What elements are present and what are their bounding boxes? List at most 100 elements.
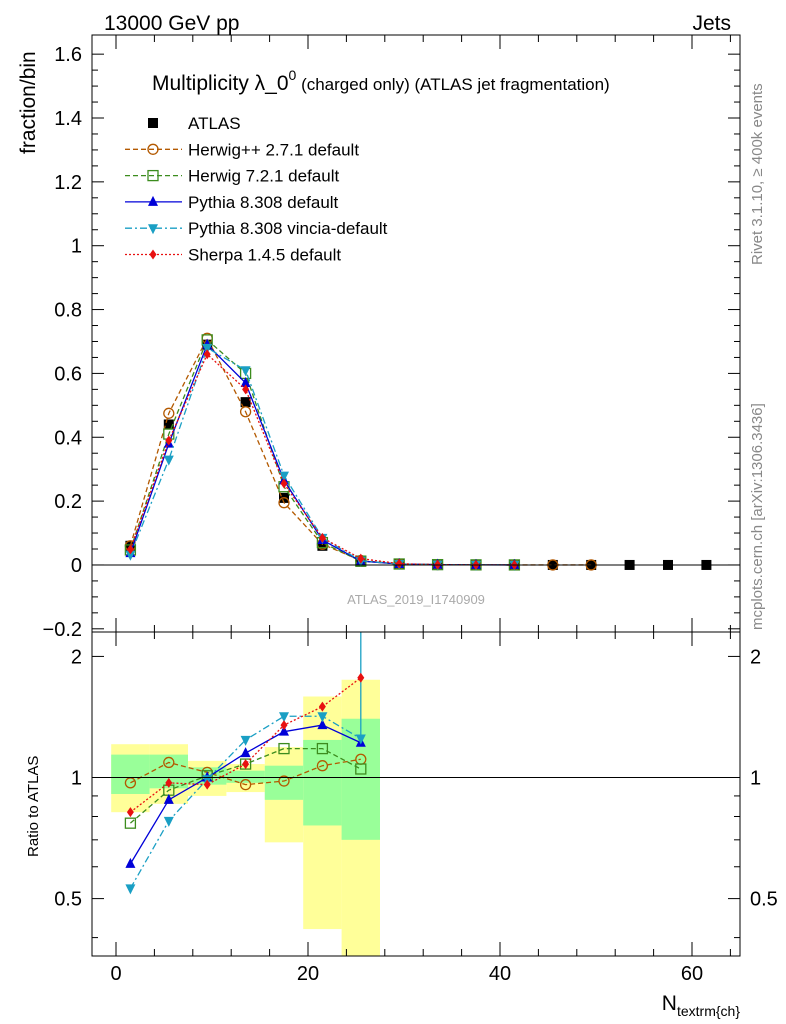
legend-marker-2 — [147, 169, 159, 182]
ratio-y-tick-label: 1 — [71, 768, 82, 790]
mcplots-label: mcplots.cern.ch [arXiv:1306.3436] — [749, 403, 766, 630]
main-y-tick-label: 1 — [71, 236, 82, 258]
main-series-3-point-3 — [240, 376, 251, 387]
ratio-series-2-point-4 — [279, 725, 289, 736]
main-series-0-point-1 — [163, 419, 174, 430]
legend: ATLAS Herwig++ 2.7.1 default Herwig 7.2.1 … — [125, 114, 388, 265]
main-y-tick-label: 1.4 — [54, 108, 82, 130]
main-series-5-point-7 — [395, 558, 403, 569]
ratio-series-0-point-1 — [163, 756, 175, 769]
ratio-series-3-point-4 — [279, 712, 289, 723]
main-series-5-point-5 — [318, 532, 326, 543]
x-tick-label: 40 — [489, 963, 511, 985]
main-y-tick-label: 0.8 — [54, 300, 82, 322]
ratio-series-0-point-5 — [316, 760, 329, 772]
x-axis-label: Ntextrm{ch} — [662, 992, 741, 1019]
ratio-series-2-point-5 — [317, 719, 328, 730]
ratio-series-4-point-4 — [280, 720, 288, 731]
ratio-series-3-point-1 — [163, 816, 174, 827]
ratio-series-line-0 — [130, 758, 361, 786]
main-y-tick-label: −0.2 — [43, 619, 82, 641]
ratio-panel: 0.5 0.51 12 20 20 40 60 Ratio to ATLAS — [25, 631, 778, 985]
main-series-5-point-3 — [242, 384, 250, 395]
legend-marker-3 — [148, 195, 158, 206]
main-series-0-point-3 — [240, 397, 251, 408]
ratio-series-4-point-6 — [357, 672, 365, 683]
x-tick-label: 0 — [110, 963, 121, 985]
main-series-1-point-3 — [239, 406, 252, 418]
main-series-line-4 — [129, 346, 515, 566]
main-series-line-2 — [129, 338, 515, 566]
rivet-label: Rivet 3.1.10, ≥ 400k events — [749, 83, 766, 265]
ratio-series-3-point-3 — [240, 735, 251, 746]
ratio-y-tick-label: 2 — [71, 646, 82, 668]
legend-label-5: Sherpa 1.4.5 default — [188, 246, 341, 265]
ratio-series-1-point-6 — [355, 763, 367, 775]
ratio-series-4-point-5 — [318, 701, 326, 712]
main-y-tick-label: 0.6 — [54, 363, 82, 385]
main-series-4-point-0 — [125, 550, 136, 561]
ratio-series-1-point-0 — [124, 817, 137, 829]
ratio-series-4-point-1 — [165, 777, 173, 788]
ratio-y-axis-label: Ratio to ATLAS — [25, 756, 42, 857]
ratio-y-tick-label-right: 1 — [750, 768, 761, 790]
main-series-line-3 — [129, 343, 515, 566]
ratio-series-0-point-3 — [239, 778, 252, 791]
ratio-y-tick-label-right: 2 — [750, 646, 761, 668]
legend-marker-4 — [148, 224, 158, 235]
main-series-1-point-4 — [278, 497, 290, 509]
ratio-stat-band-5 — [303, 739, 342, 826]
main-y-tick-label: 1.6 — [54, 44, 82, 66]
ratio-series-1-point-5 — [316, 742, 329, 755]
ratio-series-3-point-0 — [125, 884, 136, 895]
ratio-frame — [91, 631, 741, 957]
legend-marker-5 — [149, 249, 157, 260]
main-y-tick-label: 0.2 — [54, 491, 82, 513]
main-series-line-1 — [129, 336, 592, 566]
main-title: Multiplicity λ_00 (charged only) (ATLAS … — [152, 67, 610, 95]
main-panel: −0.2 0 0.2 0.4 0.6 0.8 1 1.2 1.4 1.6 ATLAS_2019_I… — [17, 34, 741, 641]
legend-label-1: Herwig++ 2.7.1 default — [188, 140, 359, 159]
ratio-series-3-point-5 — [317, 712, 328, 723]
main-series-5-point-1 — [165, 435, 173, 446]
legend-marker-0 — [148, 118, 158, 128]
main-y-tick-label: 0.4 — [54, 427, 82, 449]
header-left: 13000 GeV pp — [104, 12, 239, 35]
ratio-series-4-point-2 — [203, 779, 211, 790]
header-right: Jets — [692, 12, 731, 35]
main-series-5-point-2 — [203, 349, 211, 360]
legend-marker-1 — [147, 143, 159, 155]
ratio-series-4-point-3 — [242, 759, 250, 770]
main-series-5-point-4 — [280, 478, 288, 489]
ratio-series-2-point-0 — [125, 857, 136, 868]
ratio-stat-band-3 — [226, 770, 265, 783]
ratio-series-2-point-3 — [240, 747, 251, 758]
ratio-series-2-point-1 — [163, 793, 174, 804]
x-tick-label: 20 — [297, 963, 319, 985]
x-tick-label: 60 — [681, 963, 703, 985]
ratio-series-1-point-4 — [278, 742, 290, 755]
legend-label-4: Pythia 8.308 vincia-default — [188, 219, 388, 238]
main-series-4-point-3 — [240, 366, 251, 377]
main-series-4-point-1 — [163, 455, 174, 466]
main-series-5-point-0 — [126, 544, 134, 555]
watermark: ATLAS_2019_I1740909 — [347, 592, 485, 607]
legend-label-3: Pythia 8.308 default — [188, 193, 339, 212]
legend-label-2: Herwig 7.2.1 default — [188, 167, 339, 186]
main-series-5-point-6 — [357, 553, 365, 564]
ratio-y-tick-label: 0.5 — [54, 889, 82, 911]
ratio-stat-band-4 — [264, 765, 304, 800]
main-series-4-point-4 — [279, 471, 289, 482]
ratio-series-3-point-6 — [355, 734, 366, 745]
legend-label-0: ATLAS — [188, 114, 241, 133]
main-series-1-point-1 — [163, 407, 175, 419]
main-y-tick-label: 0 — [71, 555, 82, 577]
ratio-series-0-point-4 — [278, 775, 290, 787]
main-series-4-point-2 — [202, 343, 213, 354]
main-y-axis-label: fraction/bin — [17, 51, 40, 154]
ratio-series-4-point-0 — [126, 807, 134, 818]
main-series-0-point-5 — [317, 540, 328, 551]
ratio-y-tick-label-right: 0.5 — [750, 889, 778, 911]
main-y-tick-label: 1.2 — [54, 172, 82, 194]
